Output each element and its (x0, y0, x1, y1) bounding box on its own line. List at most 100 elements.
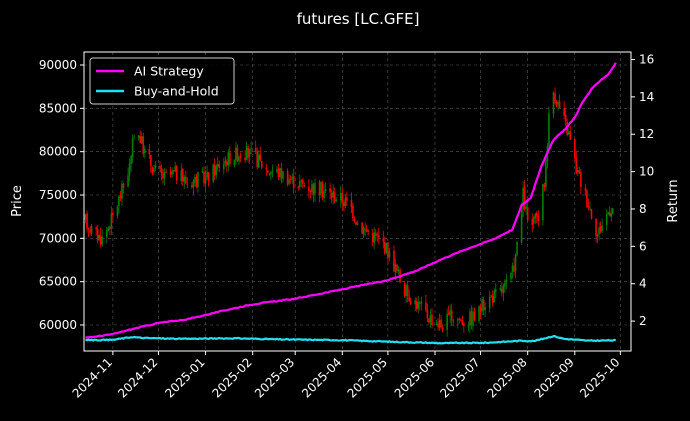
candle (339, 185, 342, 208)
candle-body (127, 175, 129, 187)
candle (365, 224, 368, 233)
candle (601, 218, 603, 234)
candle-body (554, 93, 556, 103)
candle-body (467, 324, 470, 327)
candle (320, 181, 322, 198)
candle (488, 290, 491, 313)
candle-body (417, 301, 420, 309)
candle-body (183, 176, 186, 183)
candle-body (384, 242, 386, 254)
candle (213, 158, 216, 181)
candle (388, 247, 391, 262)
candle (245, 141, 248, 161)
candle-body (133, 137, 135, 139)
candle-body (343, 202, 345, 207)
candle (159, 161, 161, 173)
candle-body (216, 163, 219, 167)
candle (201, 167, 204, 174)
candle-body (288, 179, 290, 184)
y-tick-label: 85000 (39, 101, 77, 115)
candle-body (414, 300, 417, 305)
candle-body (526, 207, 529, 221)
candle (554, 87, 556, 105)
candle (394, 259, 397, 280)
candle (127, 167, 129, 188)
candle-body (396, 264, 398, 271)
candle-body (257, 154, 260, 168)
candle (84, 213, 87, 224)
candle (226, 159, 228, 173)
candle (248, 148, 251, 165)
candle (215, 163, 217, 180)
candle (169, 166, 172, 178)
candle (580, 169, 582, 195)
candle (206, 165, 208, 181)
candle (194, 174, 196, 187)
candle-body (201, 171, 204, 172)
candle-body (143, 148, 146, 154)
y2-tick-label: 14 (639, 90, 654, 104)
candle-body (376, 234, 379, 236)
candle (567, 127, 570, 136)
candle (558, 94, 561, 109)
candle-body (229, 152, 231, 165)
candle-body (339, 192, 342, 201)
candle-body (277, 168, 280, 178)
candle (552, 91, 555, 119)
y-tick-label: 80000 (39, 145, 77, 159)
candle-body (107, 227, 110, 231)
candle (590, 209, 593, 220)
candle (463, 321, 465, 334)
candle (523, 180, 526, 212)
candle-body (318, 181, 321, 196)
candle (469, 308, 471, 333)
candle (472, 307, 474, 332)
candle (387, 241, 389, 265)
candle-body (191, 185, 193, 188)
candle (577, 167, 579, 177)
candle (437, 317, 439, 331)
candle (119, 191, 122, 202)
candle-body (516, 241, 518, 256)
candle-body (297, 187, 300, 189)
candle-body (456, 319, 459, 321)
candle (569, 125, 572, 140)
candle-body (525, 206, 527, 209)
candle (364, 222, 366, 237)
candle (289, 175, 292, 184)
candle (333, 187, 336, 204)
candle (96, 224, 99, 244)
candle-body (169, 171, 172, 176)
candle-body (452, 320, 455, 322)
candle-body (130, 155, 132, 165)
candle (520, 202, 523, 245)
candle (589, 201, 591, 211)
candle-body (352, 206, 354, 219)
candle (522, 181, 524, 218)
candle-body (469, 311, 471, 326)
candle (271, 164, 274, 178)
candle-body (267, 170, 269, 173)
candle-body (502, 285, 505, 294)
candle (218, 160, 221, 173)
candle-body (291, 176, 293, 179)
candle-body (505, 279, 508, 283)
candle-body (116, 206, 119, 216)
candle (314, 178, 316, 202)
candle-body (438, 320, 441, 329)
candle (346, 191, 348, 206)
candle-body (364, 228, 366, 230)
candle-body (387, 242, 389, 259)
y-tick-label: 75000 (39, 188, 77, 202)
candle (197, 171, 199, 193)
candle (87, 227, 90, 237)
candle (303, 182, 306, 187)
candle (384, 236, 386, 256)
candle-body (186, 183, 189, 185)
candle (112, 208, 114, 223)
candle-body (470, 310, 473, 325)
candle-body (203, 171, 205, 184)
candle (344, 194, 347, 208)
candle (440, 315, 442, 329)
candle (148, 143, 151, 159)
